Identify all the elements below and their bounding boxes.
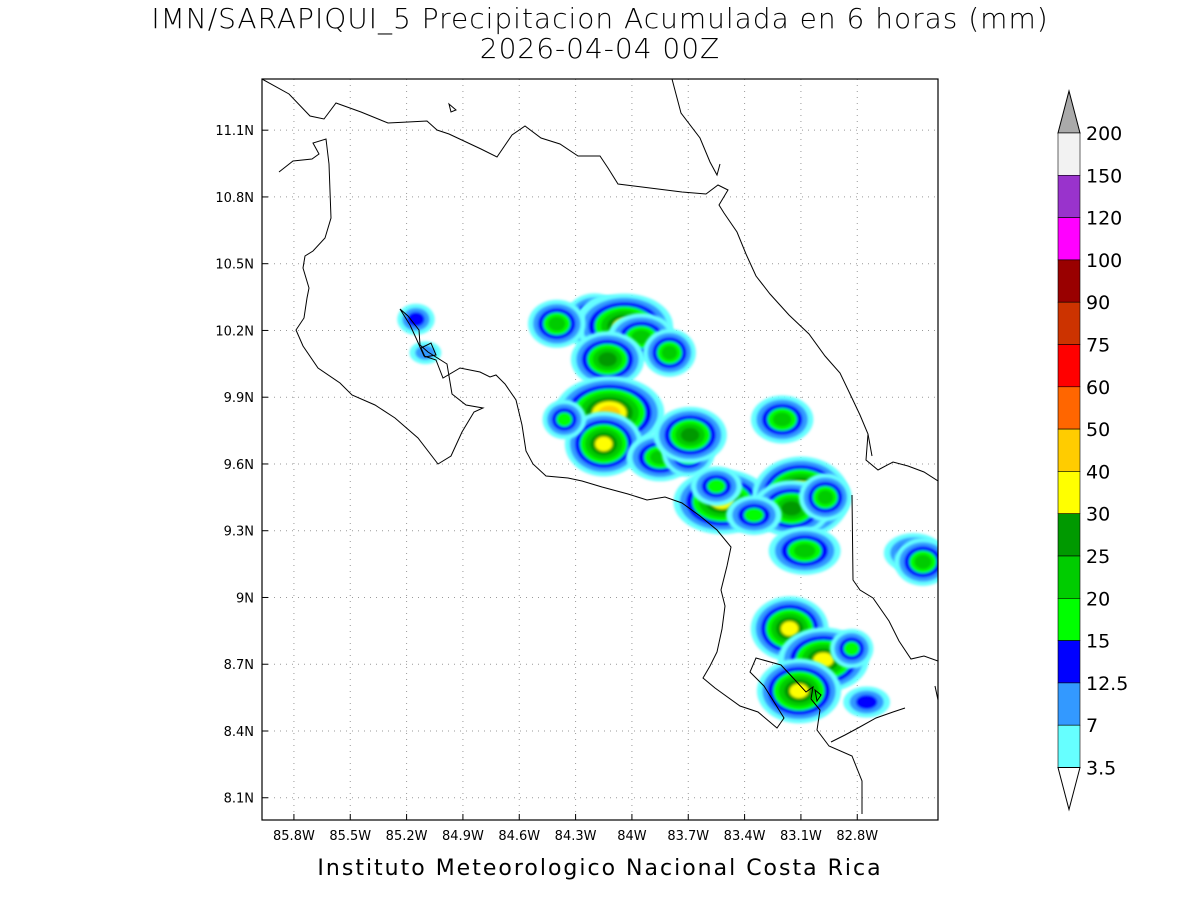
colorbar-segment <box>1057 724 1081 768</box>
colorbar: 200 150 120 100 90 75 60 50 40 30 25 20 15 12.5 7 3.5 <box>1057 89 1128 812</box>
precip-contour <box>680 427 700 443</box>
colorbar-label: 50 <box>1086 419 1110 441</box>
map-title: IMN/SARAPIQUI_5 Precipitacion Acumulada … <box>151 2 1049 35</box>
lat-tick-label: 8.4N <box>224 725 254 740</box>
precip-cell <box>726 495 782 535</box>
lon-tick-label: 85.8W <box>273 829 315 844</box>
precip-cell <box>528 299 586 348</box>
precip-cell <box>798 473 852 522</box>
colorbar-label: 90 <box>1086 292 1110 314</box>
precip-cell <box>829 628 874 669</box>
lon-tick-label: 84.3W <box>555 829 597 844</box>
precip-cell <box>843 686 891 718</box>
lat-tick-label: 10.5N <box>215 258 254 273</box>
precip-contour <box>556 412 573 427</box>
colorbar-label: 60 <box>1086 377 1110 399</box>
precip-cell <box>542 399 587 440</box>
lat-tick-label: 9.9N <box>224 391 254 406</box>
map-date: 2026-04-04 00Z <box>479 32 721 65</box>
precip-contour <box>843 641 860 656</box>
precip-contour <box>707 479 726 494</box>
precip-contour <box>793 543 816 558</box>
precip-cell <box>570 331 645 388</box>
precip-cell <box>750 395 814 444</box>
colorbar-segment <box>1057 555 1081 599</box>
colorbar-label: 100 <box>1086 250 1122 272</box>
precip-contour <box>789 683 809 699</box>
lon-tick-label: 83.4W <box>724 829 766 844</box>
precipitation-field <box>397 293 938 724</box>
precip-contour <box>855 694 878 710</box>
colorbar-segment <box>1057 259 1081 303</box>
lon-tick-label: 84.6W <box>498 829 540 844</box>
footer-credit: Instituto Meteorologico Nacional Costa R… <box>317 856 883 881</box>
precip-cell <box>756 658 842 724</box>
precip-contour <box>598 352 617 367</box>
colorbar-label: 40 <box>1086 461 1110 483</box>
lon-tick-label: 83.1W <box>780 829 822 844</box>
precip-contour <box>817 490 834 505</box>
lat-tick-label: 10.2N <box>215 324 254 339</box>
colorbar-under-triangle <box>1057 767 1081 812</box>
precip-cell <box>768 526 841 575</box>
precip-contour <box>407 312 425 327</box>
map-frame <box>261 78 939 821</box>
lat-tick-label: 8.7N <box>224 658 254 673</box>
lat-tick-label: 11.1N <box>215 124 254 139</box>
lat-tick-label: 9.6N <box>224 458 254 473</box>
lon-tick-label: 82.8W <box>836 829 878 844</box>
lon-tick-label: 85.2W <box>386 829 428 844</box>
colorbar-segment <box>1057 301 1081 345</box>
precip-cell <box>690 466 743 507</box>
precip-contour <box>595 436 613 452</box>
colorbar-label: 7 <box>1086 715 1098 737</box>
lat-tick-label: 8.1N <box>224 792 254 807</box>
lon-tick-label: 85.5W <box>329 829 371 844</box>
colorbar-segment <box>1057 344 1081 388</box>
lon-tick-label: 84.9W <box>442 829 484 844</box>
precip-contour <box>743 507 765 523</box>
colorbar-segment <box>1057 428 1081 472</box>
colorbar-label: 3.5 <box>1086 758 1116 780</box>
colorbar-segment <box>1057 513 1081 557</box>
colorbar-label: 15 <box>1086 631 1110 653</box>
colorbar-segment <box>1057 132 1081 176</box>
precip-contour <box>548 316 566 331</box>
colorbar-segment <box>1057 217 1081 261</box>
colorbar-segment <box>1057 597 1081 641</box>
lon-tick-label: 84W <box>617 829 647 844</box>
colorbar-label: 120 <box>1086 208 1122 230</box>
colorbar-label: 150 <box>1086 165 1122 187</box>
colorbar-segment <box>1057 175 1081 218</box>
precip-contour <box>781 621 799 636</box>
colorbar-label: 25 <box>1086 546 1110 568</box>
lat-tick-label: 10.8N <box>215 191 254 206</box>
lat-tick-label: 9N <box>236 591 254 606</box>
precip-contour <box>914 554 932 570</box>
colorbar-label: 20 <box>1086 588 1110 610</box>
precip-contour <box>631 329 652 345</box>
colorbar-over-triangle <box>1057 89 1081 134</box>
colorbar-segment <box>1057 682 1081 726</box>
colorbar-segment <box>1057 640 1081 684</box>
colorbar-segment <box>1057 471 1081 514</box>
precip-cell <box>643 328 696 377</box>
precip-cell <box>564 411 643 477</box>
precip-contour <box>772 412 792 427</box>
precip-cell <box>653 406 727 464</box>
colorbar-label: 200 <box>1086 123 1122 145</box>
precip-cell <box>894 537 938 586</box>
lat-tick-label: 9.3N <box>224 525 254 540</box>
precip-contour <box>661 345 678 360</box>
precip-cell <box>397 303 435 335</box>
colorbar-label: 75 <box>1086 335 1110 357</box>
lon-tick-label: 83.7W <box>667 829 709 844</box>
colorbar-label: 30 <box>1086 504 1110 526</box>
colorbar-segment <box>1057 386 1081 430</box>
coastlines <box>262 79 938 814</box>
colorbar-label: 12.5 <box>1086 673 1128 695</box>
precip-contour <box>781 501 802 516</box>
